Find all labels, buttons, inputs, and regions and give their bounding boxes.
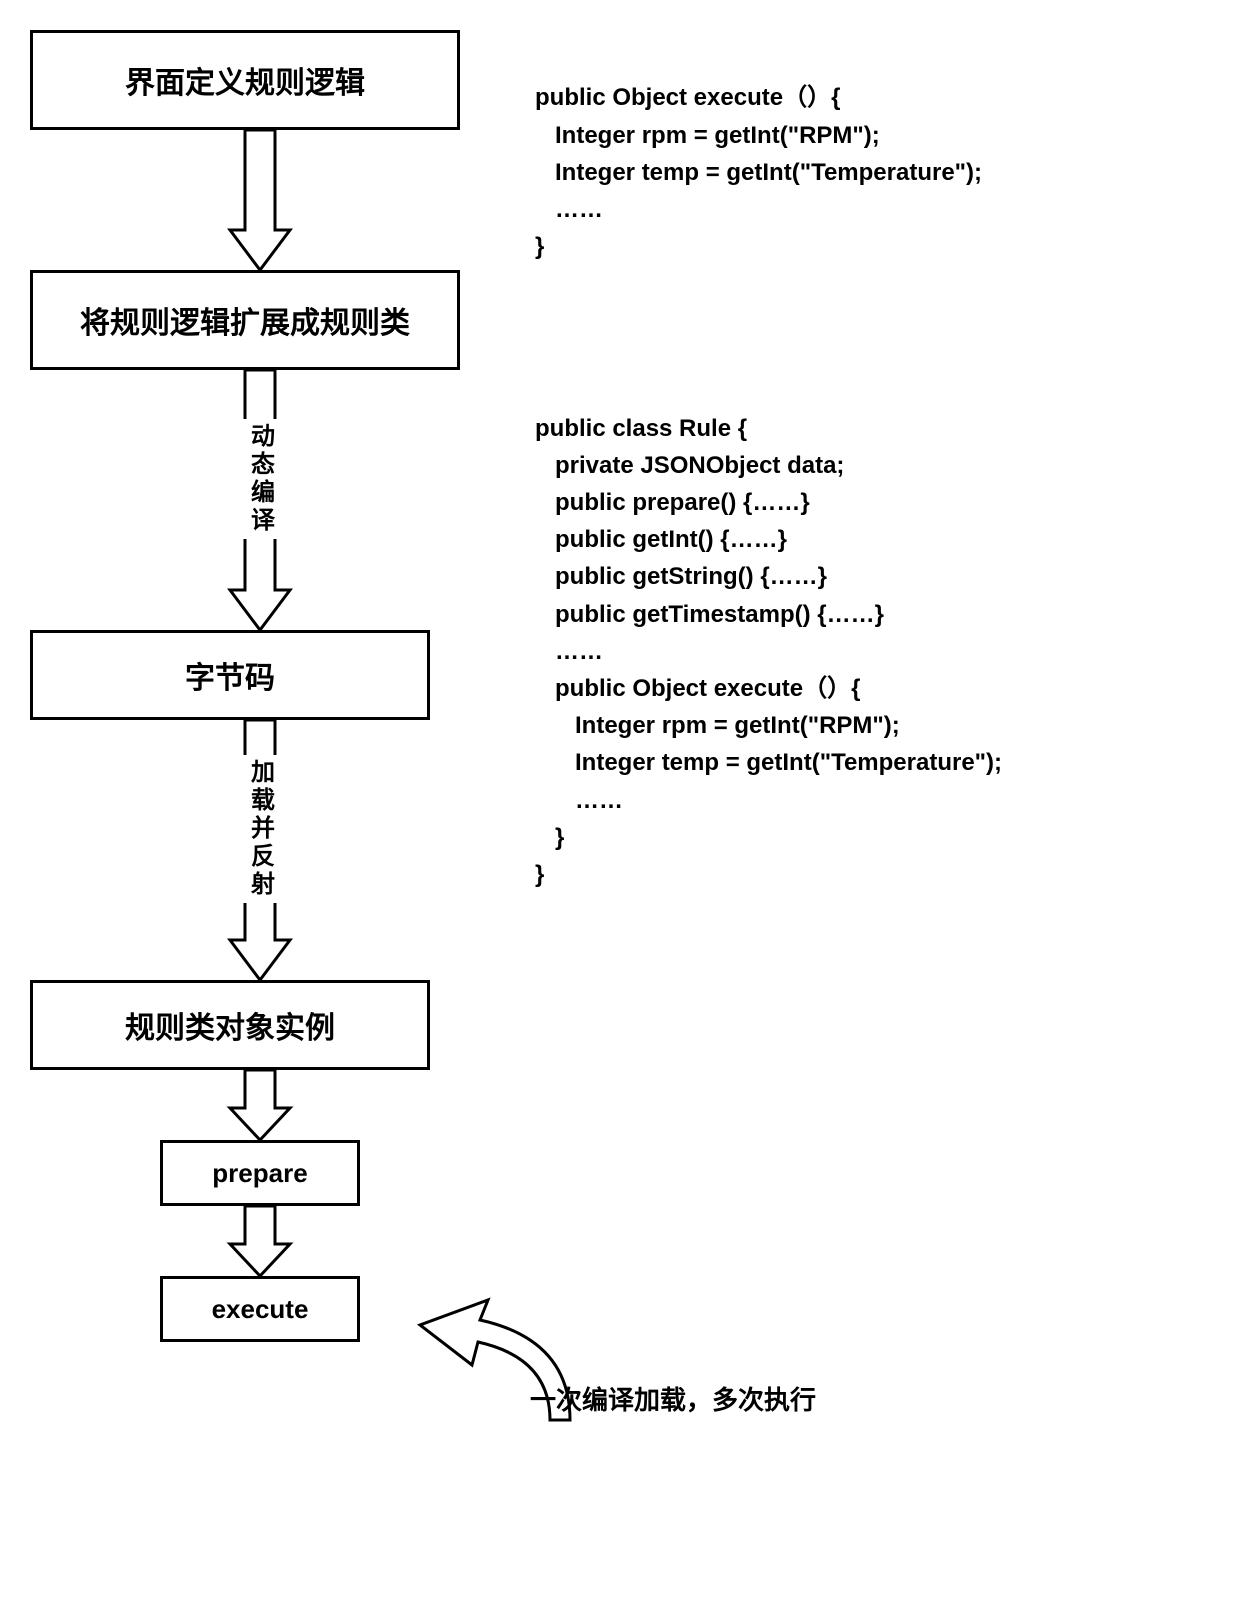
node-instance: 规则类对象实例	[30, 980, 430, 1070]
node-extend-rules: 将规则逻辑扩展成规则类	[30, 270, 460, 370]
arrow-label-load: 加载并反射	[241, 755, 280, 903]
flowchart: 界面定义规则逻辑 将规则逻辑扩展成规则类 动态编译 字节码 加载并反射 规则类对…	[30, 30, 490, 1342]
node-label: prepare	[212, 1158, 307, 1189]
node-label: 将规则逻辑扩展成规则类	[80, 298, 410, 342]
arrow-5	[30, 1206, 490, 1276]
code-block-execute: public Object execute（）{ Integer rpm = g…	[535, 79, 1215, 265]
node-label: execute	[212, 1294, 309, 1325]
arrow-1	[30, 130, 490, 270]
arrow-2: 动态编译	[30, 370, 490, 630]
node-bytecode: 字节码	[30, 630, 430, 720]
arrow-label-compile: 动态编译	[241, 419, 280, 539]
arrow-3: 加载并反射	[30, 720, 490, 980]
node-prepare: prepare	[160, 1140, 360, 1206]
node-label: 界面定义规则逻辑	[125, 58, 365, 102]
node-label: 字节码	[185, 653, 275, 697]
node-execute: execute	[160, 1276, 360, 1342]
code-samples: public Object execute（）{ Integer rpm = g…	[535, 5, 1215, 930]
callout-label: 一次编译加载，多次执行	[530, 1380, 816, 1417]
code-block-rule-class: public class Rule { private JSONObject d…	[535, 410, 1215, 893]
node-define-rules: 界面定义规则逻辑	[30, 30, 460, 130]
node-label: 规则类对象实例	[125, 1003, 335, 1047]
arrow-4	[30, 1070, 490, 1140]
